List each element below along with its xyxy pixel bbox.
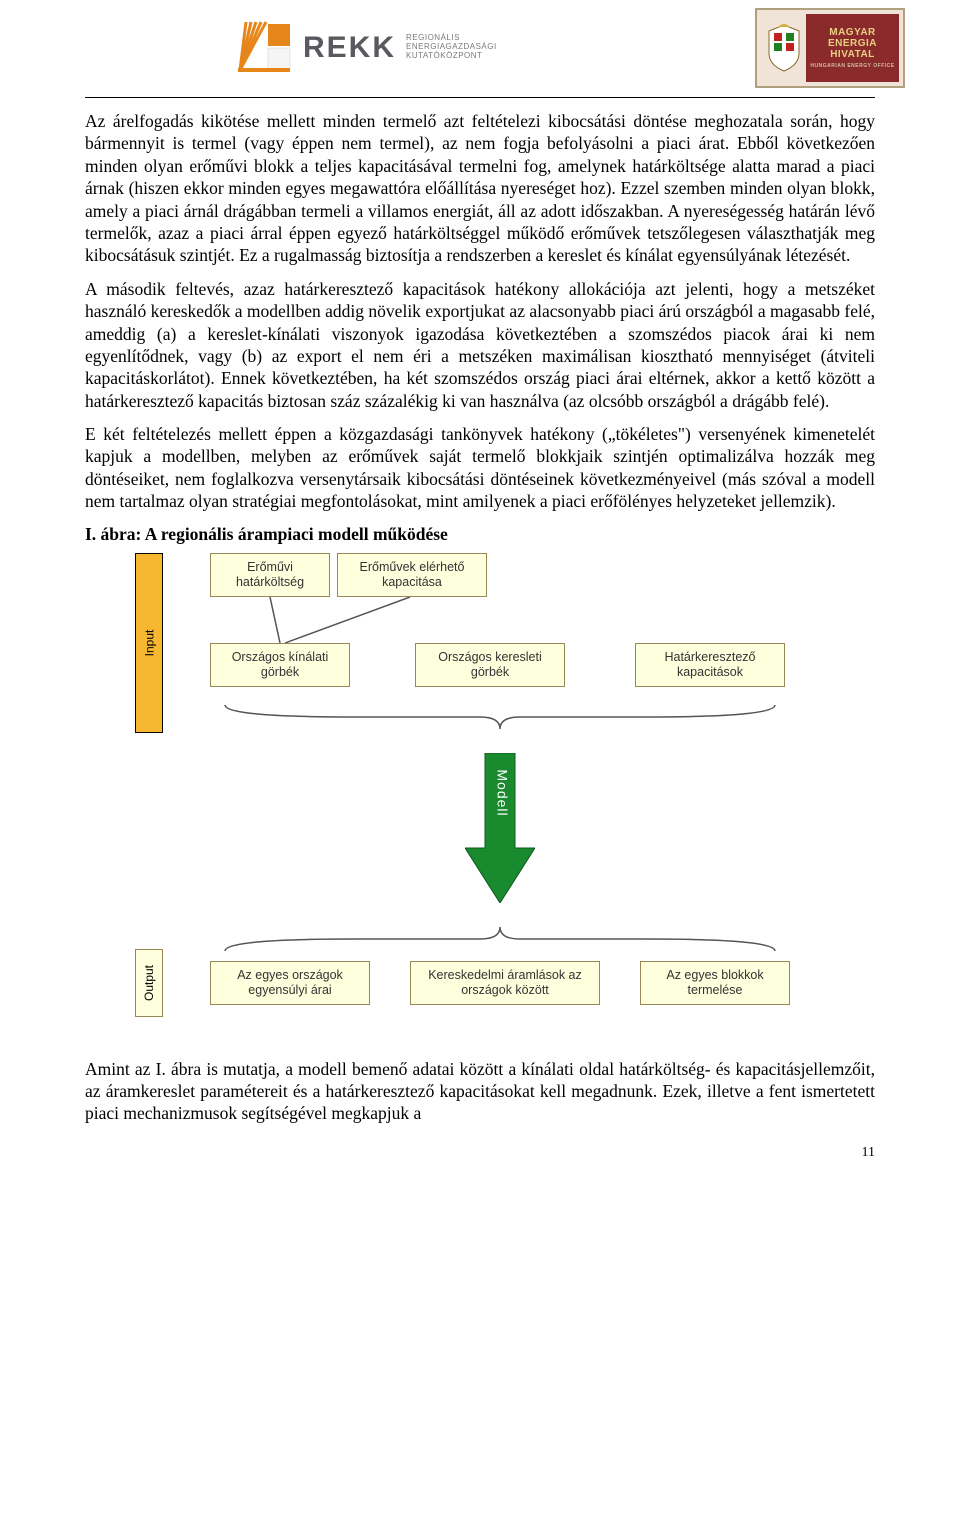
box-orszagos-kinalat: Országos kínálati görbék (210, 643, 350, 687)
paragraph-2: A második feltevés, azaz határkeresztező… (85, 278, 875, 412)
box-egyensuly-arak: Az egyes országok egyensúlyi árai (210, 961, 370, 1005)
meh-crest-icon (761, 20, 806, 75)
meh-line-3: HIVATAL (830, 49, 875, 60)
box-hatarkereszt-kapacitas: Határkeresztező kapacitások (635, 643, 785, 687)
output-label: Output (142, 965, 156, 1001)
header-logos: REKK REGIONÁLIS ENERGIAGAZDASÁGI KUTATÓK… (55, 0, 905, 95)
model-diagram: Input Erőművi határköltség Erőművek elér… (115, 553, 835, 1053)
meh-line-1: MAGYAR (829, 27, 876, 38)
rekk-sub-3: KUTATÓKÖZPONT (406, 52, 497, 61)
figure-title: I. ábra: A regionális árampiaci modell m… (85, 524, 875, 545)
box-eromu-hatarkoltseg: Erőművi határköltség (210, 553, 330, 597)
paragraph-4: Amint az I. ábra is mutatja, a modell be… (85, 1058, 875, 1125)
paragraph-1: Az árelfogadás kikötése mellett minden t… (85, 110, 875, 267)
brace-bottom (215, 923, 775, 948)
model-label: Modell (495, 769, 511, 816)
model-arrow: Modell (465, 753, 535, 908)
brace-top (215, 703, 775, 728)
box-eromu-kapacitas: Erőművek elérhető kapacitása (337, 553, 487, 597)
page-number: 11 (85, 1145, 875, 1161)
box-blokkok-termelese: Az egyes blokkok termelése (640, 961, 790, 1005)
box-orszagos-kereslet: Országos keresleti görbék (415, 643, 565, 687)
meh-line-2: ENERGIA (828, 38, 877, 49)
input-label-box: Input (135, 553, 163, 733)
connector-line (285, 597, 415, 643)
meh-logo: MAGYAR ENERGIA HIVATAL HUNGARIAN ENERGY … (755, 8, 905, 88)
rekk-logo-text: REKK (303, 31, 396, 65)
header-divider (85, 97, 875, 98)
rekk-logo-icon (235, 20, 295, 75)
box-kereskedelmi-aramlasok: Kereskedelmi áramlások az országok közöt… (410, 961, 600, 1005)
output-label-box: Output (135, 949, 163, 1017)
rekk-logo: REKK REGIONÁLIS ENERGIAGAZDASÁGI KUTATÓK… (235, 20, 497, 75)
paragraph-3: E két feltételezés mellett éppen a közga… (85, 423, 875, 513)
input-label: Input (142, 629, 156, 656)
meh-line-small: HUNGARIAN ENERGY OFFICE (810, 63, 894, 69)
